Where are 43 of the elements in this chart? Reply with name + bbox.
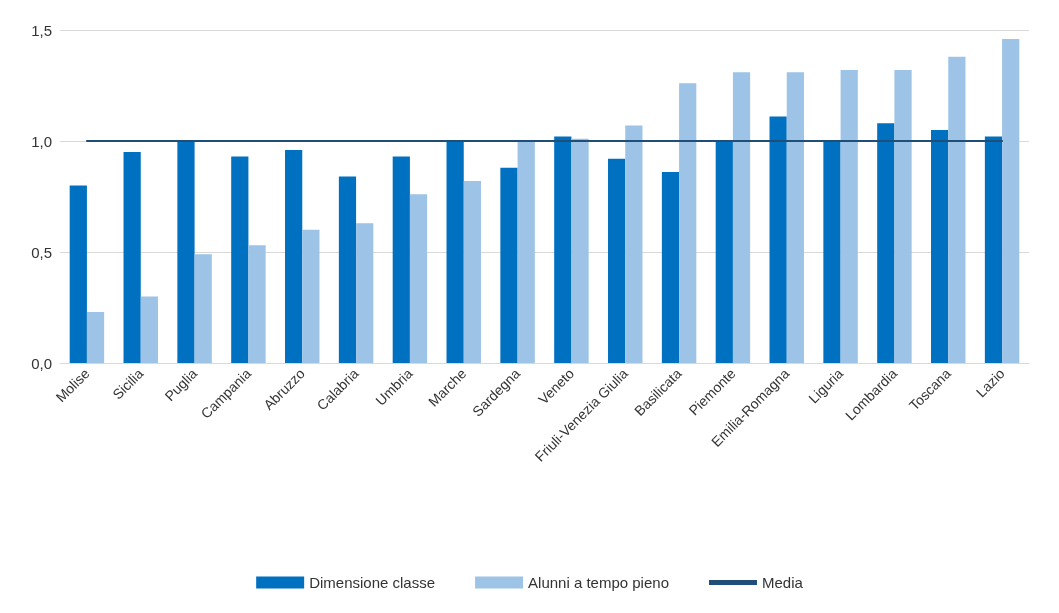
bar [571, 138, 589, 363]
bar [840, 69, 858, 363]
bar [356, 223, 374, 363]
bar [732, 72, 751, 363]
bar [86, 311, 105, 363]
legend-label: Dimensione classe [309, 574, 436, 591]
bar [608, 158, 626, 363]
bar [231, 156, 249, 363]
bar [446, 141, 464, 363]
bar [1002, 38, 1020, 363]
bar [625, 125, 643, 363]
bar [248, 245, 266, 363]
y-tick-label: 1,0 [31, 132, 52, 150]
bar [931, 129, 949, 363]
bar [517, 141, 535, 363]
bar [194, 254, 212, 363]
bar [123, 152, 141, 363]
bar [823, 141, 841, 363]
bar [786, 72, 804, 363]
bar [894, 69, 912, 363]
bar [948, 56, 966, 363]
bar [661, 172, 680, 363]
bar [302, 229, 320, 363]
bar [984, 136, 1003, 363]
y-tick-label: 0,5 [31, 243, 52, 261]
bar [554, 136, 572, 363]
bar [177, 141, 195, 363]
y-tick-label: 0,0 [31, 354, 52, 372]
bar [392, 156, 410, 363]
legend-label: Alunni a tempo pieno [528, 574, 669, 591]
bar [715, 141, 733, 363]
bar [338, 176, 357, 363]
bar [409, 194, 428, 363]
bar [463, 180, 481, 363]
legend-label: Media [761, 574, 804, 591]
bar [877, 123, 895, 363]
bar [500, 167, 518, 363]
bar [140, 296, 158, 363]
bar [769, 116, 787, 363]
y-tick-label: 1,5 [31, 21, 52, 39]
bar [285, 149, 303, 363]
bar [679, 83, 697, 363]
bar [69, 185, 87, 363]
